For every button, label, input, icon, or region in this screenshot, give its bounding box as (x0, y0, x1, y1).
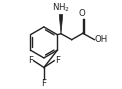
Text: F: F (41, 79, 46, 88)
Text: F: F (55, 56, 60, 65)
Text: F: F (28, 56, 33, 65)
Text: OH: OH (95, 35, 108, 44)
Polygon shape (59, 15, 63, 34)
Text: NH$_2$: NH$_2$ (52, 1, 70, 14)
Text: O: O (78, 9, 85, 18)
